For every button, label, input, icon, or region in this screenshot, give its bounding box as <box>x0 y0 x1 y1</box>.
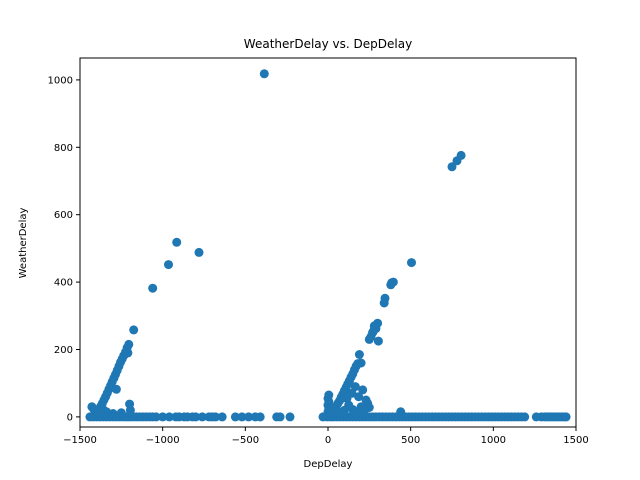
x-axis-label: DepDelay <box>304 459 353 470</box>
x-tick-label: −1000 <box>146 435 180 446</box>
x-tick-label: 0 <box>325 435 331 446</box>
data-point <box>387 278 397 288</box>
data-point <box>561 412 571 422</box>
data-point <box>456 150 466 160</box>
y-tick-label: 1000 <box>48 75 73 86</box>
chart-title: WeatherDelay vs. DepDelay <box>244 37 412 51</box>
data-point <box>151 412 161 422</box>
x-tick-label: 1000 <box>481 435 506 446</box>
data-point <box>164 412 174 422</box>
data-point <box>191 412 201 422</box>
data-point <box>447 162 457 172</box>
data-point <box>194 247 204 257</box>
y-axis-label: WeatherDelay <box>18 208 29 279</box>
data-point <box>148 283 158 293</box>
data-point <box>158 412 168 422</box>
x-tick-label: −500 <box>232 435 259 446</box>
data-point <box>164 260 173 270</box>
data-point <box>285 412 295 422</box>
data-point <box>350 382 360 392</box>
y-tick-label: 0 <box>67 412 73 423</box>
data-point <box>358 385 368 395</box>
data-point <box>364 334 374 344</box>
y-tick-label: 800 <box>54 143 73 154</box>
data-point <box>123 348 133 358</box>
x-tick-label: −1500 <box>63 435 97 446</box>
data-point <box>244 412 254 422</box>
data-point <box>230 412 240 422</box>
y-axis-ticks: 0 200 400 600 800 1000 <box>48 75 80 423</box>
data-point <box>259 69 269 79</box>
data-point <box>172 237 182 247</box>
data-point <box>342 393 352 403</box>
data-point <box>369 326 378 336</box>
data-point <box>275 412 285 422</box>
data-point <box>129 325 139 335</box>
data-point <box>407 258 416 268</box>
y-tick-label: 400 <box>54 278 73 289</box>
data-point <box>354 350 364 359</box>
x-axis-ticks: −1500 −1000 −500 0 500 1000 1500 <box>63 427 589 446</box>
data-point <box>520 412 530 422</box>
data-point <box>237 412 247 422</box>
data-point <box>379 298 389 308</box>
data-point <box>217 412 227 422</box>
data-point <box>373 336 383 346</box>
x-tick-label: 500 <box>401 435 420 446</box>
x-tick-label: 1500 <box>563 435 588 446</box>
data-point <box>255 412 265 422</box>
y-tick-label: 600 <box>54 210 73 221</box>
y-tick-label: 200 <box>54 345 73 356</box>
points-layer <box>85 69 571 422</box>
data-point <box>111 384 121 394</box>
data-point <box>211 412 221 422</box>
data-point <box>197 412 207 422</box>
